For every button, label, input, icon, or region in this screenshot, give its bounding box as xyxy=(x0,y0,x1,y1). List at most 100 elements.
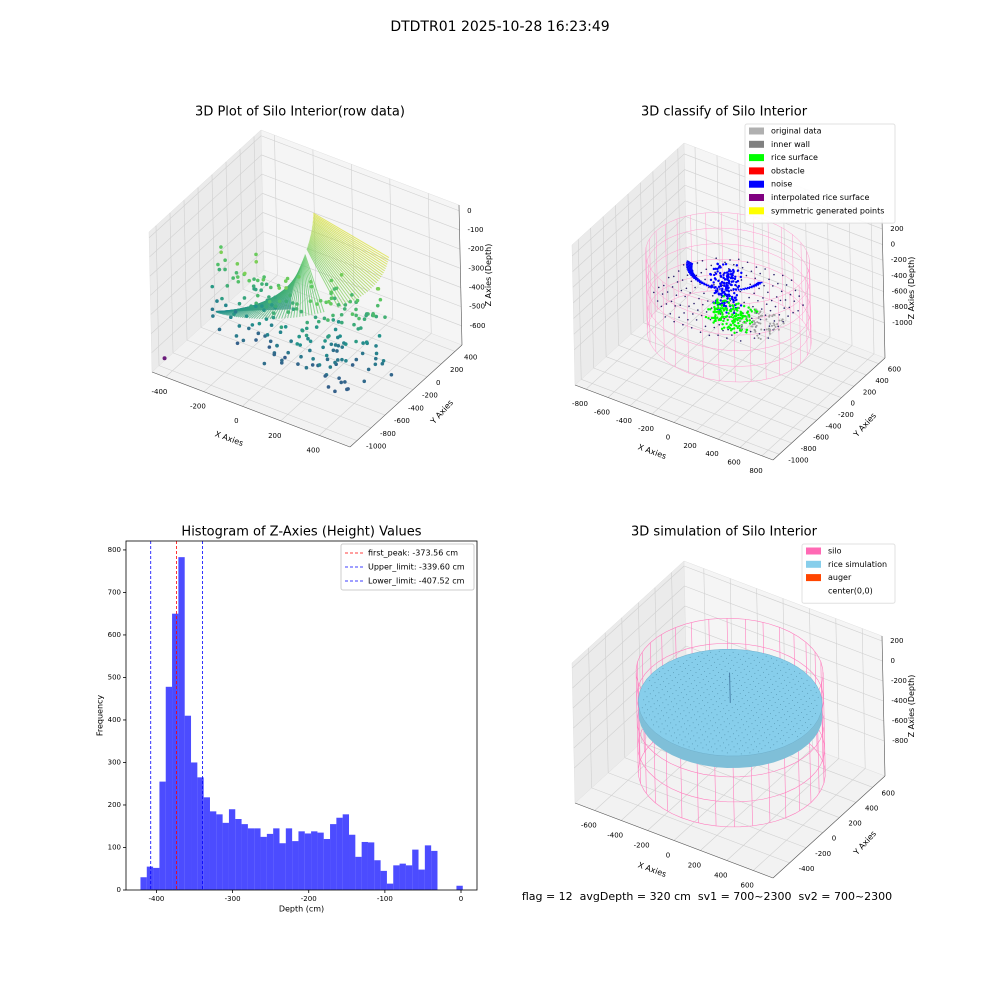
point xyxy=(773,675,775,677)
grid-line xyxy=(655,311,854,387)
axis-line xyxy=(574,384,774,461)
point xyxy=(684,702,686,704)
point xyxy=(696,685,698,687)
point xyxy=(726,318,729,322)
point-cloud xyxy=(645,212,812,383)
bar xyxy=(146,866,154,890)
point xyxy=(768,315,771,318)
point xyxy=(289,339,293,344)
x-axis-label: X Axies xyxy=(214,429,245,448)
y-tick-label: -1000 xyxy=(366,443,386,451)
point xyxy=(737,722,739,724)
point xyxy=(773,328,776,331)
point xyxy=(722,273,725,277)
point xyxy=(772,662,774,664)
x-tick-label: 0 xyxy=(234,417,238,425)
point xyxy=(711,746,713,748)
point xyxy=(795,696,797,698)
grid-line xyxy=(155,225,160,366)
noise-line xyxy=(737,288,740,291)
point xyxy=(731,707,733,709)
point xyxy=(777,325,779,328)
point xyxy=(714,743,716,745)
point xyxy=(712,656,714,658)
point xyxy=(759,310,762,313)
point xyxy=(662,668,664,670)
y-tick-label: 800 xyxy=(108,546,121,554)
point xyxy=(752,319,755,322)
point xyxy=(305,320,310,325)
point xyxy=(811,702,813,704)
grid-line xyxy=(262,193,461,269)
point xyxy=(647,688,649,690)
point xyxy=(261,277,266,282)
y-tick-label: 400 xyxy=(875,377,888,385)
point xyxy=(350,293,354,297)
point xyxy=(711,725,713,727)
point xyxy=(719,299,722,302)
point xyxy=(759,743,761,745)
point xyxy=(340,320,344,325)
point xyxy=(794,718,796,720)
point xyxy=(328,365,333,369)
point xyxy=(705,744,707,746)
bar xyxy=(349,834,356,890)
y-tick-label: -200 xyxy=(815,850,831,858)
point xyxy=(746,700,748,702)
x-tick-label: -200 xyxy=(634,842,650,850)
point xyxy=(325,357,330,362)
point xyxy=(321,345,325,350)
legend-label: obstacle xyxy=(771,166,805,175)
point xyxy=(716,270,719,273)
point xyxy=(680,679,682,681)
point xyxy=(296,362,300,366)
point xyxy=(729,723,731,725)
point xyxy=(678,316,680,319)
point xyxy=(671,286,674,288)
point xyxy=(733,319,736,322)
point xyxy=(712,316,716,320)
y-tick-label: 100 xyxy=(108,843,121,851)
z-tick-label: -800 xyxy=(892,303,908,311)
point xyxy=(354,357,359,362)
point xyxy=(254,260,259,264)
point xyxy=(700,660,702,662)
point xyxy=(329,291,333,296)
point xyxy=(723,687,725,689)
point xyxy=(339,380,344,385)
point xyxy=(661,676,663,678)
grid-line xyxy=(602,216,607,357)
point xyxy=(788,306,791,309)
point xyxy=(717,658,719,660)
point xyxy=(706,723,708,725)
grid-line xyxy=(835,618,840,759)
point xyxy=(722,303,726,307)
point xyxy=(297,334,301,339)
point xyxy=(745,708,747,710)
point xyxy=(710,284,714,287)
grid-line xyxy=(225,161,230,302)
scan-line xyxy=(307,244,350,304)
x-tick-label: 400 xyxy=(714,872,727,880)
point xyxy=(772,285,774,287)
point xyxy=(709,673,711,674)
point xyxy=(219,245,223,249)
noise-line xyxy=(708,285,712,288)
point xyxy=(694,693,696,695)
wall-line xyxy=(662,281,665,360)
point xyxy=(359,326,363,330)
point xyxy=(224,303,228,308)
point xyxy=(723,721,725,723)
point xyxy=(733,323,736,327)
point xyxy=(706,676,708,678)
point xyxy=(752,305,754,308)
point xyxy=(701,687,703,689)
point xyxy=(781,695,783,697)
point xyxy=(742,724,744,726)
grid-line xyxy=(752,768,866,871)
wall-line xyxy=(808,269,812,348)
point xyxy=(731,334,733,336)
point xyxy=(737,313,740,317)
point xyxy=(731,672,733,674)
y-tick-label: -200 xyxy=(422,392,438,400)
